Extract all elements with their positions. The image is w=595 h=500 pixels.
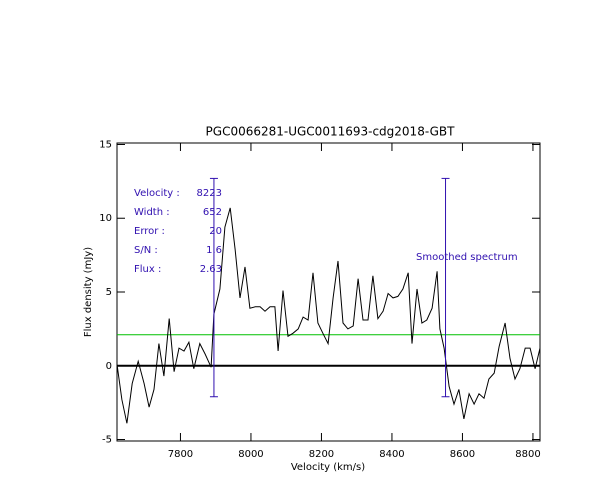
stat-label: Flux : — [134, 264, 161, 275]
y-axis-label: Flux density (mJy) — [83, 247, 94, 337]
annotation: Smoothed spectrum — [416, 252, 518, 263]
chart-title: PGC0066281-UGC0011693-cdg2018-GBT — [206, 125, 456, 139]
x-axis-label: Velocity (km/s) — [291, 462, 365, 473]
x-tick-label: 8200 — [309, 449, 334, 460]
stat-value: 20 — [209, 226, 222, 237]
y-tick-label: 15 — [99, 139, 112, 150]
x-tick-label: 7800 — [168, 449, 193, 460]
stat-label: S/N : — [134, 245, 158, 256]
x-tick-label: 8800 — [515, 449, 540, 460]
y-tick-label: -5 — [102, 435, 112, 446]
x-tick-label: 8600 — [450, 449, 475, 460]
stat-label: Width : — [134, 207, 170, 218]
y-tick-label: 10 — [99, 213, 112, 224]
stat-label: Velocity : — [134, 188, 180, 199]
stat-label: Error : — [134, 226, 165, 237]
stat-value: 1.6 — [206, 245, 222, 256]
spectrum-line — [116, 207, 541, 424]
plot-frame — [116, 142, 541, 442]
stat-value: 652 — [203, 207, 222, 218]
x-tick-label: 8400 — [379, 449, 404, 460]
y-tick-label: 0 — [106, 361, 112, 372]
y-tick-label: 5 — [106, 287, 112, 298]
stat-value: 8223 — [197, 188, 222, 199]
x-tick-label: 8000 — [238, 449, 263, 460]
stat-value: 2.63 — [200, 264, 222, 275]
